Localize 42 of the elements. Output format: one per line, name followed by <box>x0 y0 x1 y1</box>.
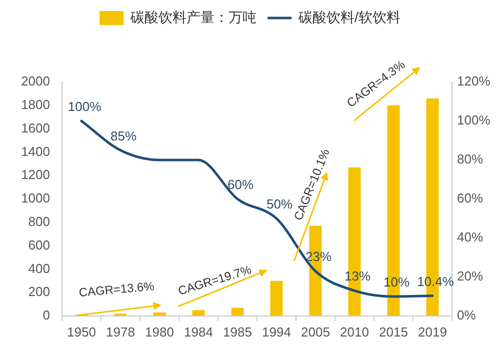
bar <box>153 312 166 316</box>
y2-tick-label: 40% <box>457 230 484 245</box>
x-tick-label: 1980 <box>145 324 174 340</box>
x-tick-label: 2019 <box>418 324 447 340</box>
x-tick-label: 1994 <box>262 324 291 340</box>
y-tick-label: 1200 <box>21 167 50 182</box>
y-tick-label: 1600 <box>21 120 50 136</box>
y-tick-label: 400 <box>28 260 50 276</box>
data-label: 13% <box>344 268 371 284</box>
x-tick-label: 1985 <box>223 324 252 340</box>
data-label: 10% <box>383 274 410 290</box>
data-label: 50% <box>266 196 293 212</box>
y2-tick-label: 0% <box>457 308 476 323</box>
x-tick-label: 1978 <box>106 324 135 340</box>
y2-tick-label: 80% <box>457 152 484 167</box>
bar <box>270 280 283 316</box>
x-tick-label: 2010 <box>340 324 369 340</box>
y2-tick-label: 20% <box>457 268 484 284</box>
x-tick-label: 2015 <box>379 324 408 340</box>
annotation: CAGR=13.6% <box>78 279 156 300</box>
y2-tick-label: 100% <box>457 112 491 128</box>
bar <box>192 310 205 316</box>
data-label: 85% <box>110 128 137 144</box>
data-label: 60% <box>227 177 254 192</box>
y-tick-label: 200 <box>28 284 50 300</box>
legend-label: 碳酸饮料/软饮料 <box>298 8 400 25</box>
data-label: 100% <box>68 99 102 114</box>
x-tick-label: 1950 <box>67 324 96 340</box>
y-tick-label: 1000 <box>21 190 50 206</box>
y2-tick-label: 60% <box>457 190 484 206</box>
y2-tick-label: 120% <box>457 74 491 89</box>
y-tick-label: 1800 <box>21 96 50 112</box>
x-tick-label: 2005 <box>301 324 330 340</box>
y-tick-label: 800 <box>28 214 50 229</box>
y-tick-label: 1400 <box>21 144 50 159</box>
y-tick-label: 600 <box>28 237 50 252</box>
legend-label: 碳酸饮料产量：万吨 <box>130 8 257 25</box>
y-tick-label: 2000 <box>21 74 50 89</box>
x-tick-label: 1984 <box>184 324 213 340</box>
bar <box>231 308 244 316</box>
y-tick-label: 0 <box>42 308 50 323</box>
data-label: 23% <box>305 249 332 264</box>
